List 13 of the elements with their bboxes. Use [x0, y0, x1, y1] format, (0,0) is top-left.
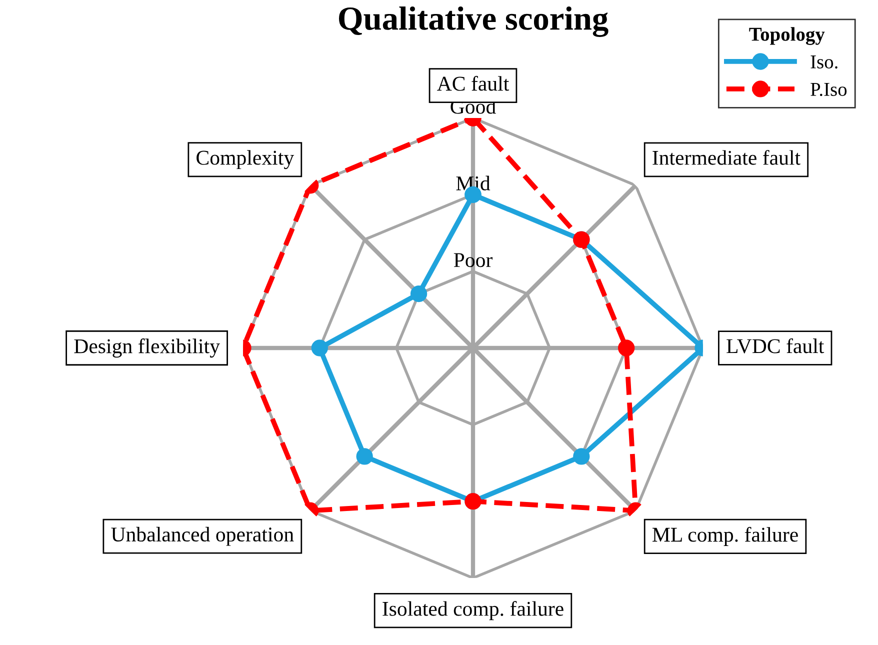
spoke-label: Complexity	[196, 150, 294, 170]
spoke-label: AC fault	[437, 76, 510, 91]
spoke-label: Design flexibility	[74, 338, 220, 358]
legend-title: Topology	[749, 27, 825, 45]
y-tick-label: Poor	[454, 253, 492, 268]
legend-label: P.Iso	[810, 83, 847, 96]
spoke-label: Unbalanced operation	[111, 526, 294, 546]
spoke-label: Intermediate fault	[652, 150, 800, 165]
chart-title: Qualitative scoring	[338, 6, 608, 37]
spoke-label: LVDC fault	[726, 338, 824, 354]
spoke-label: Isolated comp. failure	[382, 601, 564, 620]
legend-label: Iso.	[810, 56, 838, 69]
spoke-label: ML comp. failure	[652, 526, 798, 546]
